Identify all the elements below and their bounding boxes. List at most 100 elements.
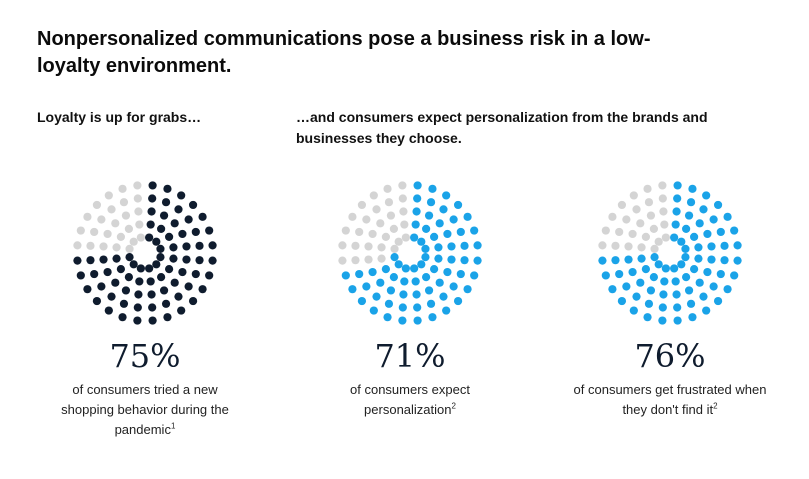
dot-mark	[111, 278, 120, 287]
dot-mark	[398, 303, 407, 312]
dot-mark	[617, 200, 627, 210]
dot-mark	[713, 200, 723, 210]
dot-mark	[136, 233, 145, 242]
dot-mark	[146, 220, 155, 229]
dot-mark	[184, 282, 193, 291]
dot-mark	[208, 241, 217, 250]
dot-mark	[381, 265, 390, 274]
dot-mark	[86, 241, 95, 250]
dot-mark	[124, 224, 133, 233]
dot-mark	[443, 229, 452, 239]
dot-mark	[399, 207, 408, 216]
dot-mark	[413, 303, 422, 312]
dot-mark	[673, 303, 682, 312]
dot-mark	[720, 256, 729, 265]
dot-mark	[384, 198, 394, 207]
dot-mark	[92, 296, 102, 306]
dot-mark	[723, 212, 732, 221]
dot-mark	[369, 306, 378, 315]
dot-mark	[672, 290, 681, 299]
dot-mark	[413, 316, 422, 325]
dot-mark	[135, 220, 144, 229]
dot-mark	[389, 224, 398, 233]
dot-mark	[169, 254, 178, 263]
dot-mark	[90, 227, 99, 237]
dot-mark	[707, 242, 716, 251]
dot-mark	[195, 241, 204, 250]
dot-mark	[463, 212, 472, 221]
dot-mark	[372, 292, 381, 301]
dot-mark	[649, 224, 658, 233]
dot-mark	[145, 264, 154, 273]
dot-mark	[90, 269, 99, 279]
dot-circle-tried-new-behavior	[73, 181, 217, 325]
dot-mark	[428, 184, 437, 193]
dot-mark	[163, 184, 172, 193]
dot-mark	[116, 232, 125, 241]
dot-mark	[410, 264, 419, 273]
dot-mark	[76, 271, 85, 280]
dot-mark	[389, 273, 398, 282]
dot-mark	[439, 205, 448, 214]
dot-mark	[661, 233, 670, 242]
subheading-loyalty: Loyalty is up for grabs…	[37, 109, 202, 125]
dot-mark	[463, 285, 472, 294]
dot-mark	[671, 220, 680, 229]
dot-mark	[598, 241, 607, 250]
dot-mark	[460, 241, 469, 250]
dot-mark	[442, 191, 451, 200]
dot-mark	[658, 316, 667, 325]
dot-mark	[103, 229, 112, 239]
dot-mark	[690, 232, 699, 241]
dot-mark	[417, 260, 426, 269]
dot-mark	[470, 271, 479, 280]
dot-mark	[73, 256, 82, 265]
dot-mark	[629, 191, 638, 200]
dot-mark	[646, 211, 656, 220]
dot-mark	[148, 316, 157, 325]
dot-mark	[601, 271, 610, 280]
dot-mark	[716, 269, 725, 279]
dot-mark	[136, 264, 145, 273]
dot-mark	[386, 286, 396, 295]
dot-mark	[608, 212, 617, 221]
dot-mark	[165, 232, 174, 241]
subheading-personalization: …and consumers expect personalization fr…	[296, 109, 708, 146]
dot-mark	[690, 265, 699, 274]
dot-mark	[677, 260, 686, 269]
dot-circle-frustrated	[598, 181, 742, 325]
dot-mark	[654, 237, 663, 246]
dot-mark	[456, 269, 465, 279]
dot-mark	[338, 241, 347, 250]
dot-mark	[412, 207, 421, 216]
dot-mark	[338, 256, 347, 265]
dot-mark	[357, 296, 367, 306]
dot-mark	[453, 200, 463, 210]
dot-mark	[412, 290, 421, 299]
dot-mark	[413, 194, 422, 203]
dot-mark	[156, 253, 165, 262]
dot-mark	[398, 194, 407, 203]
dot-mark	[357, 200, 367, 210]
dot-mark	[111, 219, 120, 228]
dot-mark	[709, 282, 718, 291]
description-text: of consumers get frustrated when they do…	[573, 382, 767, 417]
dot-mark	[178, 229, 187, 239]
dot-mark	[473, 256, 482, 265]
dot-mark	[688, 184, 697, 193]
dot-mark	[473, 241, 482, 250]
dot-mark	[658, 194, 667, 203]
dot-mark	[615, 269, 624, 279]
dot-mark	[421, 244, 430, 253]
dot-mark	[73, 241, 82, 250]
dot-mark	[430, 232, 439, 241]
dot-mark	[401, 264, 410, 273]
dot-mark	[133, 303, 142, 312]
dot-mark	[99, 242, 108, 251]
dot-mark	[398, 181, 407, 190]
dot-mark	[658, 181, 667, 190]
dot-mark	[191, 269, 200, 279]
dot-mark	[660, 277, 669, 286]
dot-mark	[169, 243, 178, 252]
dot-mark	[103, 267, 112, 277]
